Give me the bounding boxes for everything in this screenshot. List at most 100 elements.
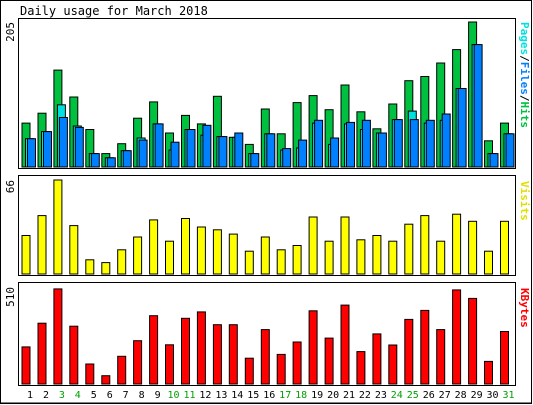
legend-sep-2: /	[518, 95, 531, 102]
day-label: 16	[263, 390, 275, 401]
visits-bar	[388, 240, 398, 275]
day-label: 12	[199, 390, 211, 401]
kbytes-bar	[340, 304, 350, 385]
kbytes-bar	[500, 331, 509, 385]
files-bar	[361, 119, 371, 168]
day-label: 27	[439, 390, 451, 401]
visits-bar	[181, 218, 190, 275]
files-bar	[58, 117, 68, 168]
visits-bar	[133, 236, 143, 275]
day-label: 10	[167, 390, 179, 401]
files-bar	[43, 131, 52, 168]
visits-bar	[308, 216, 318, 275]
files-bar	[106, 157, 116, 168]
files-bar	[282, 148, 292, 168]
files-bar	[202, 124, 212, 168]
visits-bar	[372, 235, 382, 275]
kbytes-bar	[372, 333, 382, 385]
files-bar	[154, 123, 164, 168]
day-label: 30	[486, 390, 498, 401]
files-bar	[250, 153, 260, 168]
visits-bar	[468, 220, 478, 275]
day-labels: 1 2 3 4 5 6 7 8 9 10 11 12 13 14 15 16 17 18 19 20 21 22 23 24 2…	[27, 390, 515, 401]
kbytes-bar	[101, 375, 111, 385]
visits-bar	[420, 215, 430, 275]
day-label: 28	[455, 390, 467, 401]
kbytes-bar	[181, 317, 190, 385]
visits-bars	[21, 179, 509, 275]
legend-hits: Hits	[518, 102, 531, 129]
kbytes-bar	[212, 324, 222, 385]
visits-bar	[228, 233, 238, 275]
files-bar	[74, 126, 84, 168]
files-bar	[170, 141, 180, 168]
day-label: 4	[75, 390, 81, 401]
day-label: 1	[27, 390, 33, 401]
day-label: 15	[247, 390, 259, 401]
hits-bars	[21, 21, 515, 168]
chart-title: Daily usage for March 2018	[20, 4, 208, 18]
day-label: 24	[391, 390, 403, 401]
visits-bar	[165, 240, 174, 275]
files-bar	[489, 153, 499, 168]
visits-bar	[452, 213, 462, 275]
kbytes-bar	[436, 329, 446, 385]
day-label: 21	[343, 390, 355, 401]
day-label: 9	[155, 390, 161, 401]
day-label: 6	[107, 390, 113, 401]
visits-bar	[340, 216, 350, 275]
kbytes-bar	[69, 325, 79, 385]
kbytes-bar	[308, 310, 318, 385]
files-bar	[377, 132, 387, 168]
day-label: 17	[279, 390, 291, 401]
files-bar	[409, 119, 419, 168]
visits-bar	[484, 250, 493, 275]
day-label: 14	[231, 390, 243, 401]
files-bar	[505, 133, 515, 168]
day-label: 23	[375, 390, 387, 401]
files-bar	[266, 133, 276, 168]
visits-bar	[101, 262, 111, 275]
visits-bar	[404, 223, 414, 275]
visits-bar	[37, 215, 47, 275]
kbytes-bar	[452, 289, 462, 385]
day-label: 26	[423, 390, 435, 401]
kbytes-bar	[292, 341, 302, 385]
files-bar	[441, 113, 451, 168]
visits-bar	[53, 179, 63, 275]
day-label: 19	[311, 390, 323, 401]
files-bar	[122, 150, 132, 168]
legend-sep-1: /	[518, 55, 531, 62]
day-label: 13	[215, 390, 227, 401]
kbytes-bar	[149, 315, 159, 385]
kbytes-bar	[21, 346, 31, 385]
files-bar	[138, 139, 148, 168]
kbytes-bar	[356, 351, 366, 385]
kbytes-bar	[165, 344, 174, 385]
visits-bar	[85, 259, 95, 275]
files-bar	[298, 139, 308, 168]
kbytes-bar	[85, 363, 95, 385]
files-bar	[393, 119, 403, 168]
day-label: 20	[327, 390, 339, 401]
kbytes-bar	[133, 340, 143, 385]
visits-bar	[21, 235, 31, 275]
day-label: 25	[407, 390, 419, 401]
visits-bar	[260, 236, 270, 275]
files-bar	[27, 138, 36, 168]
kbytes-bar	[468, 297, 478, 385]
legend-files: Files	[518, 62, 531, 95]
visits-bar	[69, 225, 79, 275]
files-bar	[457, 88, 467, 168]
legend-visits: Visits	[518, 181, 531, 221]
visits-bar	[276, 249, 286, 275]
day-label: 29	[471, 390, 483, 401]
legend-pages-files-hits: Pages/Files/Hits	[518, 22, 531, 128]
files-bar	[186, 129, 196, 168]
legend-pages: Pages	[518, 22, 531, 55]
files-bar	[90, 153, 100, 168]
visits-bar	[324, 240, 334, 275]
files-bar	[346, 121, 355, 168]
day-label: 31	[502, 390, 514, 401]
